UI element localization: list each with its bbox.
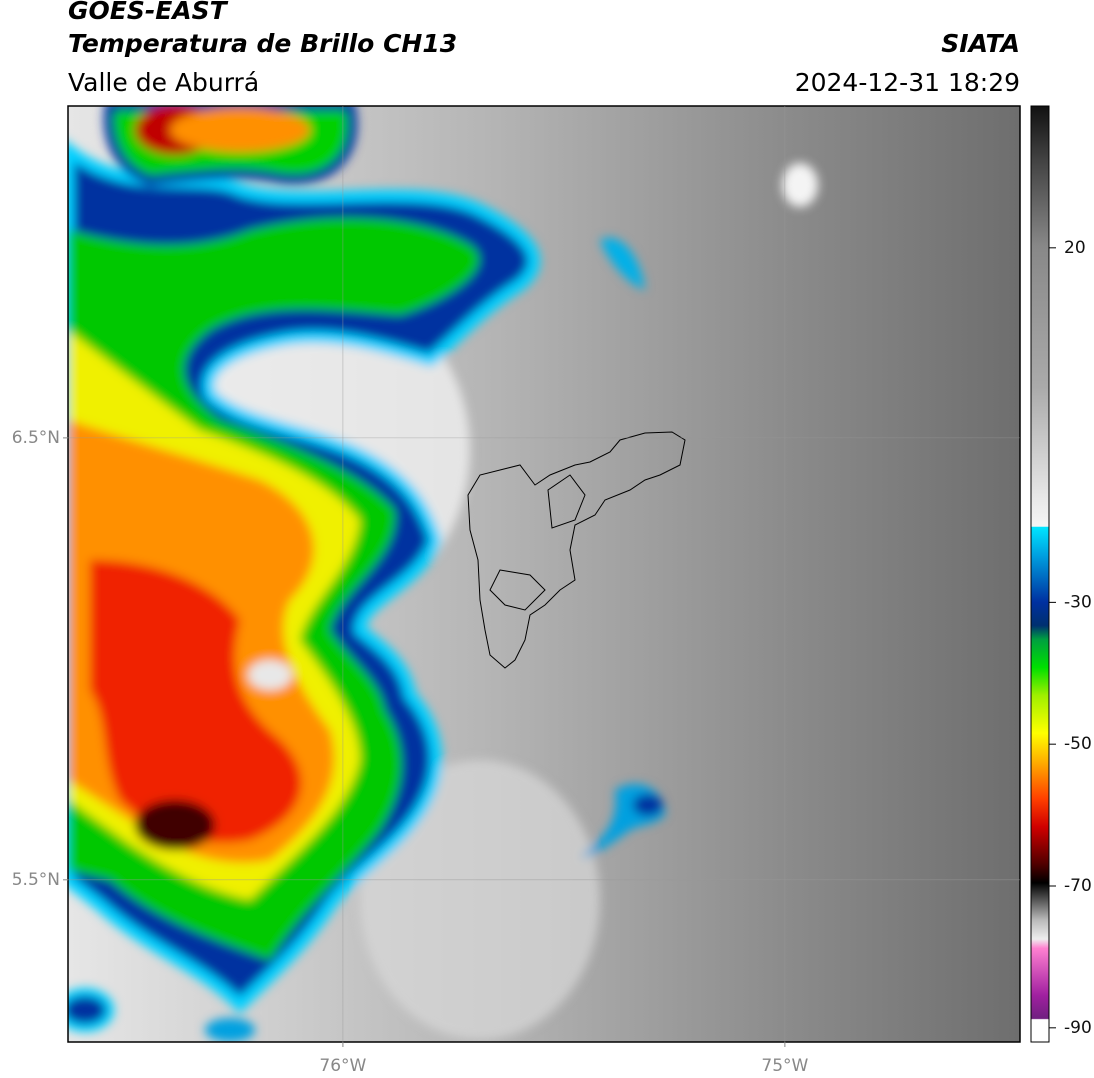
lat-tick-label: 5.5°N <box>12 870 60 890</box>
title: GOES-EAST <box>68 0 229 25</box>
valle-boundary <box>467 431 686 669</box>
lon-tick-label: 76°W <box>319 1056 366 1076</box>
timestamp: 2024-12-31 18:29 <box>795 68 1020 97</box>
lon-tick-label: 75°W <box>761 1056 808 1076</box>
lat-tick-label: 6.5°N <box>12 428 60 448</box>
source: SIATA <box>941 29 1020 58</box>
colorbar <box>1030 105 1050 1043</box>
colorbar-tick-label: 20 <box>1064 238 1086 258</box>
region: Valle de Aburrá <box>68 68 259 97</box>
satellite-map <box>68 106 1020 1042</box>
subtitle: Temperatura de Brillo CH13 <box>68 29 457 58</box>
map-frame <box>67 105 1021 1043</box>
colorbar-tick-label: -90 <box>1064 1018 1092 1038</box>
colorbar-tick-label: -50 <box>1064 734 1092 754</box>
colorbar-tick-label: -30 <box>1064 592 1092 612</box>
colorbar-tick-label: -70 <box>1064 876 1092 896</box>
